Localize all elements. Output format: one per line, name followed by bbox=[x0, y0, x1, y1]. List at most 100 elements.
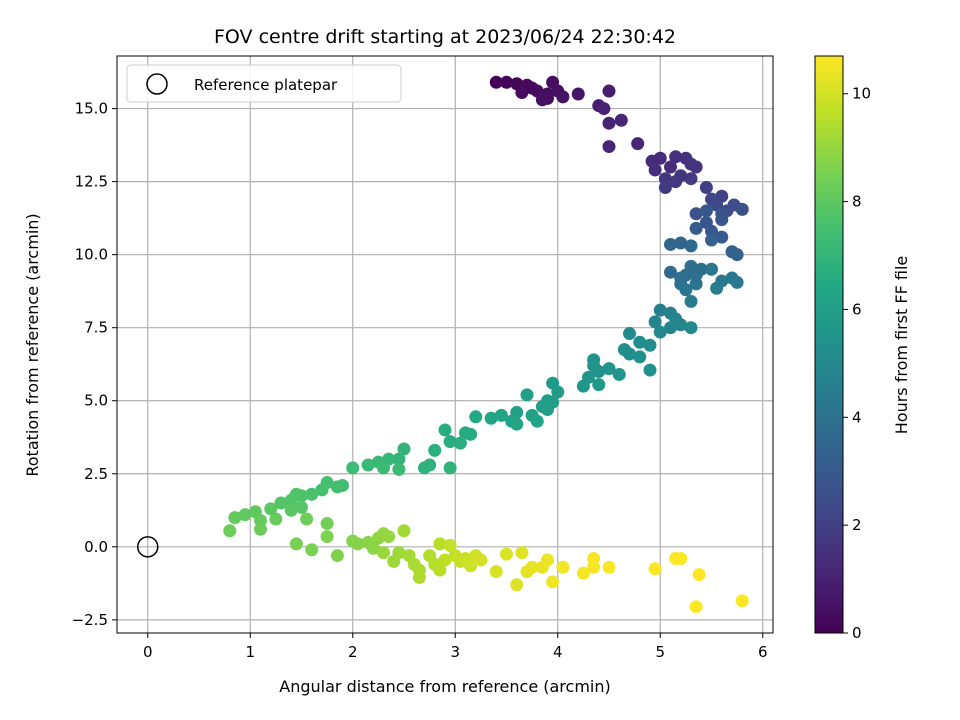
chart-title-text: FOV centre drift starting at 2023/06/24 … bbox=[214, 26, 676, 48]
data-point bbox=[284, 503, 298, 517]
data-point bbox=[633, 350, 647, 364]
data-point bbox=[648, 315, 662, 329]
data-point bbox=[366, 541, 380, 555]
data-point bbox=[684, 321, 698, 335]
data-point bbox=[674, 318, 688, 332]
data-point bbox=[664, 321, 677, 335]
data-point bbox=[653, 303, 667, 317]
data-point bbox=[602, 116, 616, 130]
y-tick-label: 12.5 bbox=[75, 173, 108, 191]
data-point bbox=[397, 442, 411, 456]
data-point bbox=[614, 113, 628, 127]
data-point bbox=[602, 560, 616, 574]
data-point bbox=[674, 552, 688, 566]
data-point bbox=[664, 160, 677, 174]
data-point bbox=[520, 388, 534, 402]
data-point bbox=[643, 338, 657, 352]
data-point bbox=[300, 512, 314, 526]
data-point bbox=[377, 546, 390, 560]
data-point bbox=[571, 87, 585, 101]
data-point bbox=[664, 265, 677, 279]
data-point bbox=[443, 435, 457, 449]
y-axis-ticks: −2.5 0.0 2.5 5.0 7.5 10.0 12.5 15.0 bbox=[72, 100, 117, 629]
data-point bbox=[254, 522, 267, 536]
data-point bbox=[525, 560, 539, 574]
data-point bbox=[602, 84, 616, 98]
data-point bbox=[489, 565, 503, 579]
y-tick-label: 2.5 bbox=[84, 465, 108, 483]
data-point bbox=[576, 379, 590, 393]
data-point bbox=[730, 248, 744, 262]
data-point bbox=[705, 233, 718, 247]
data-point bbox=[346, 461, 360, 475]
data-point bbox=[617, 343, 631, 357]
x-axis-ticks: 0 1 2 3 4 5 6 bbox=[143, 633, 768, 661]
x-tick-label: 0 bbox=[143, 643, 153, 661]
colorbar-gradient bbox=[814, 55, 844, 634]
colorbar: 0 2 4 6 8 10 Hours from first FF file bbox=[814, 55, 911, 642]
data-point bbox=[500, 547, 513, 561]
legend-box bbox=[126, 64, 402, 103]
data-point bbox=[689, 268, 703, 282]
data-point bbox=[510, 578, 524, 592]
data-point bbox=[631, 137, 645, 151]
colorbar-tick-label: 6 bbox=[852, 300, 862, 318]
colorbar-tick-label: 8 bbox=[852, 193, 862, 211]
data-point bbox=[730, 275, 744, 289]
data-point bbox=[679, 283, 693, 297]
reference-platepar-marker bbox=[137, 536, 159, 558]
data-point bbox=[546, 395, 560, 409]
data-point bbox=[735, 202, 749, 216]
data-point bbox=[274, 496, 288, 510]
x-tick-label: 1 bbox=[245, 643, 255, 661]
data-point bbox=[392, 452, 406, 466]
chart-title: FOV centre drift starting at 2023/06/24 … bbox=[214, 26, 676, 48]
x-axis-label: Angular distance from reference (arcmin) bbox=[279, 677, 610, 696]
data-point bbox=[653, 151, 667, 165]
data-point bbox=[464, 559, 478, 573]
data-point bbox=[412, 570, 426, 584]
colorbar-ticks: 0 2 4 6 8 10 bbox=[843, 85, 871, 642]
data-point bbox=[228, 511, 242, 525]
data-point bbox=[551, 385, 565, 399]
data-point bbox=[643, 363, 657, 377]
data-point bbox=[556, 90, 570, 104]
data-point bbox=[658, 180, 672, 194]
x-tick-label: 6 bbox=[758, 643, 768, 661]
data-point bbox=[689, 221, 703, 235]
x-tick-label: 4 bbox=[553, 643, 563, 661]
data-point bbox=[705, 262, 718, 276]
data-point bbox=[315, 483, 329, 497]
data-point bbox=[674, 169, 688, 183]
data-point bbox=[269, 512, 283, 526]
data-point bbox=[392, 462, 406, 476]
data-point bbox=[735, 594, 749, 608]
data-point bbox=[648, 163, 662, 177]
legend-marker bbox=[146, 73, 168, 95]
colorbar-label: Hours from first FF file bbox=[892, 256, 911, 435]
data-point bbox=[320, 516, 334, 530]
x-tick-label: 3 bbox=[450, 643, 460, 661]
data-point bbox=[305, 543, 319, 557]
data-point bbox=[289, 537, 303, 551]
data-point bbox=[699, 204, 713, 218]
data-point bbox=[623, 327, 636, 341]
data-point bbox=[689, 207, 703, 221]
data-point bbox=[530, 414, 544, 428]
data-point bbox=[541, 91, 554, 105]
data-point bbox=[474, 553, 488, 567]
data-point bbox=[361, 458, 375, 472]
data-point bbox=[587, 552, 601, 566]
y-tick-label: 0.0 bbox=[84, 538, 108, 556]
data-point bbox=[541, 553, 554, 567]
colorbar-tick-label: 0 bbox=[852, 624, 862, 642]
data-point bbox=[330, 549, 344, 563]
reference-marker bbox=[137, 536, 159, 558]
data-point bbox=[602, 140, 616, 154]
data-point bbox=[546, 575, 560, 589]
data-point bbox=[433, 537, 447, 551]
y-tick-label: 15.0 bbox=[75, 100, 108, 118]
x-tick-label: 5 bbox=[655, 643, 665, 661]
data-point bbox=[264, 502, 278, 516]
data-point bbox=[684, 172, 698, 186]
